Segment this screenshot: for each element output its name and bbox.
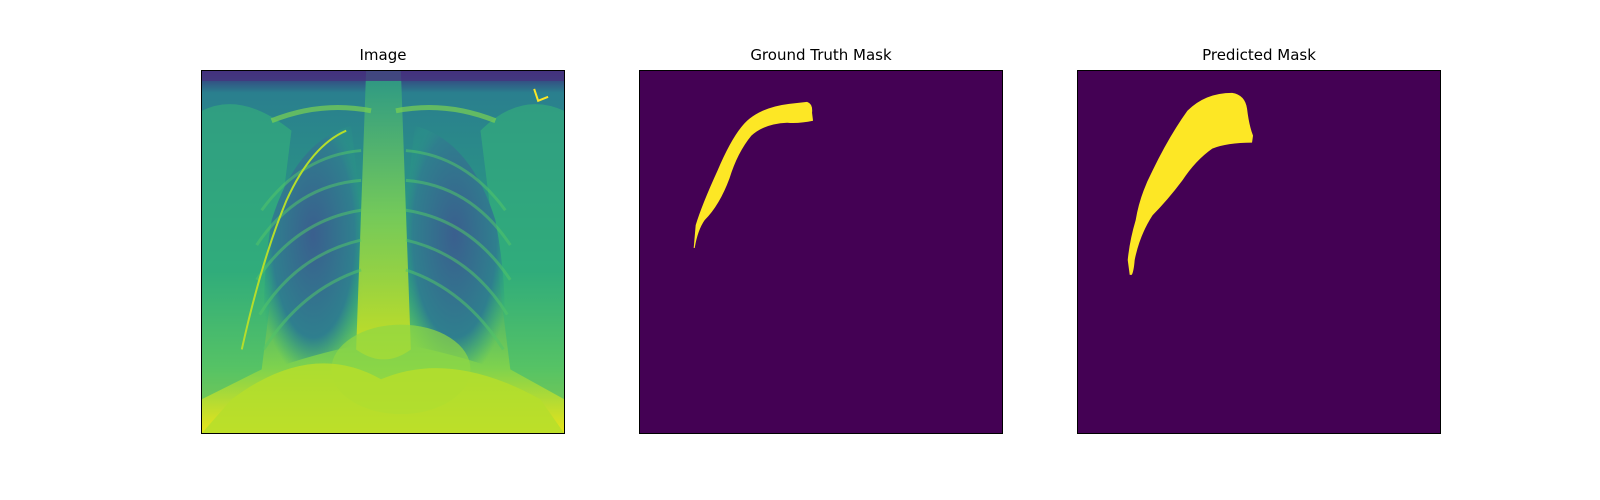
panel-title-image: Image (359, 46, 407, 64)
panel-title-predicted: Predicted Mask (1202, 46, 1316, 64)
panel-title-ground-truth: Ground Truth Mask (750, 46, 892, 64)
predicted-mask (1077, 70, 1441, 434)
ground-truth-mask (639, 70, 1003, 434)
xray-image (201, 70, 565, 434)
